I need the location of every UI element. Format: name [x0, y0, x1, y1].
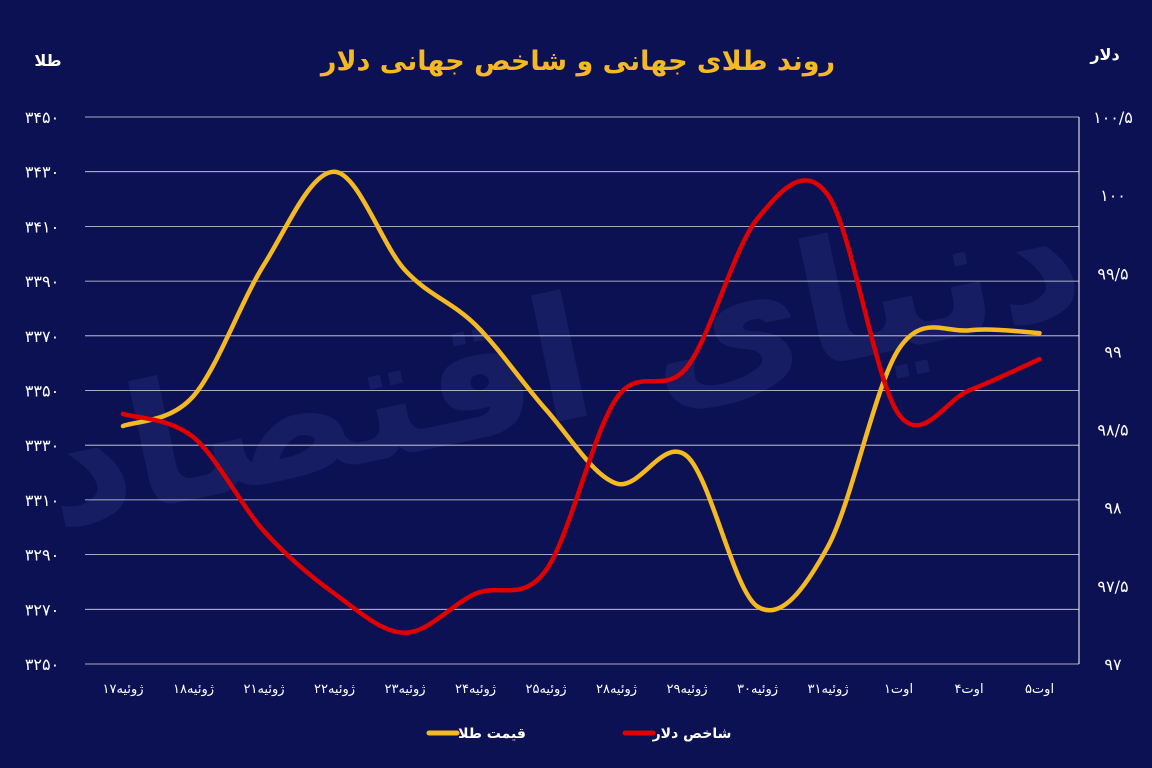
- left-axis-unit: طلا: [34, 51, 61, 70]
- left-axis: ۳۲۵۰ ۳۲۷۰ ۳۲۹۰ ۳۳۱۰ ۳۳۳۰ ۳۳۵۰ ۳۳۷۰ ۳۳۹۰ ۳۴۱۰ ۳۴۳۰…: [25, 108, 59, 674]
- left-tick-label: ۳۳۳۰: [25, 436, 59, 455]
- left-tick-label: ۳۳۷۰: [25, 327, 59, 346]
- x-tick-label: ۲۳ژوئیه: [384, 682, 425, 697]
- chart-title: روند طلای جهانی و شاخص جهانی دلار: [319, 46, 835, 77]
- x-tick-label: ۳۱ژوئیه: [807, 682, 848, 697]
- x-tick-label: ۱اوت: [884, 682, 913, 697]
- x-tick-label: ۲۴ژوئیه: [455, 682, 496, 697]
- x-tick-label: ۲۲ژوئیه: [314, 682, 355, 697]
- right-tick-label: ۹۸: [1104, 499, 1122, 518]
- left-tick-label: ۳۲۷۰: [25, 600, 59, 619]
- grid: [85, 116, 1079, 665]
- series-line-dollar: [120, 178, 1042, 635]
- left-tick-label: ۳۲۹۰: [25, 546, 59, 565]
- right-tick-label: ۹۷: [1104, 655, 1122, 674]
- series-layer: [120, 169, 1042, 635]
- left-tick-label: ۳۳۹۰: [25, 272, 59, 291]
- left-tick-label: ۳۴۳۰: [25, 163, 59, 182]
- left-tick-label: ۳۲۵۰: [25, 655, 59, 674]
- x-axis: ۱۷ژوئیه ۱۸ژوئیه ۲۱ژوئیه ۲۲ژوئیه ۲۳ژوئیه ۲۴ژوئ…: [102, 682, 1054, 697]
- left-tick-label: ۳۴۵۰: [25, 108, 59, 127]
- right-tick-label: ۱۰۰: [1100, 186, 1126, 205]
- x-tick-label: ۱۷ژوئیه: [102, 682, 143, 697]
- legend: قیمت طلا شاخص دلار: [426, 726, 732, 742]
- x-tick-label: ۳۰ژوئیه: [737, 682, 778, 697]
- right-axis: ۹۷ ۹۷/۵ ۹۸ ۹۸/۵ ۹۹ ۹۹/۵ ۱۰۰ ۱۰۰/۵: [1093, 108, 1133, 674]
- watermark: دنیای اقتصاد: [23, 155, 1098, 568]
- x-tick-label: ۴اوت: [954, 682, 983, 697]
- x-tick-label: ۲۵ژوئیه: [525, 682, 566, 697]
- left-tick-label: ۳۴۱۰: [25, 217, 59, 236]
- x-tick-label: ۱۸ژوئیه: [173, 682, 214, 697]
- right-tick-label: ۹۹: [1104, 342, 1121, 361]
- right-tick-label: ۹۹/۵: [1097, 264, 1128, 283]
- right-axis-unit: دلار: [1089, 45, 1119, 64]
- x-tick-label: ۵اوت: [1025, 682, 1054, 697]
- legend-label-dollar: شاخص دلار: [652, 726, 732, 742]
- x-tick-label: ۲۸ژوئیه: [596, 682, 637, 697]
- right-tick-label: ۹۸/۵: [1097, 421, 1128, 440]
- left-tick-label: ۳۳۱۰: [25, 491, 59, 510]
- x-tick-label: ۲۹ژوئیه: [666, 682, 707, 697]
- legend-label-gold: قیمت طلا: [458, 726, 526, 742]
- right-tick-label: ۹۷/۵: [1097, 577, 1128, 596]
- right-tick-label: ۱۰۰/۵: [1093, 108, 1133, 127]
- x-tick-label: ۲۱ژوئیه: [243, 682, 284, 697]
- left-tick-label: ۳۳۵۰: [25, 382, 59, 401]
